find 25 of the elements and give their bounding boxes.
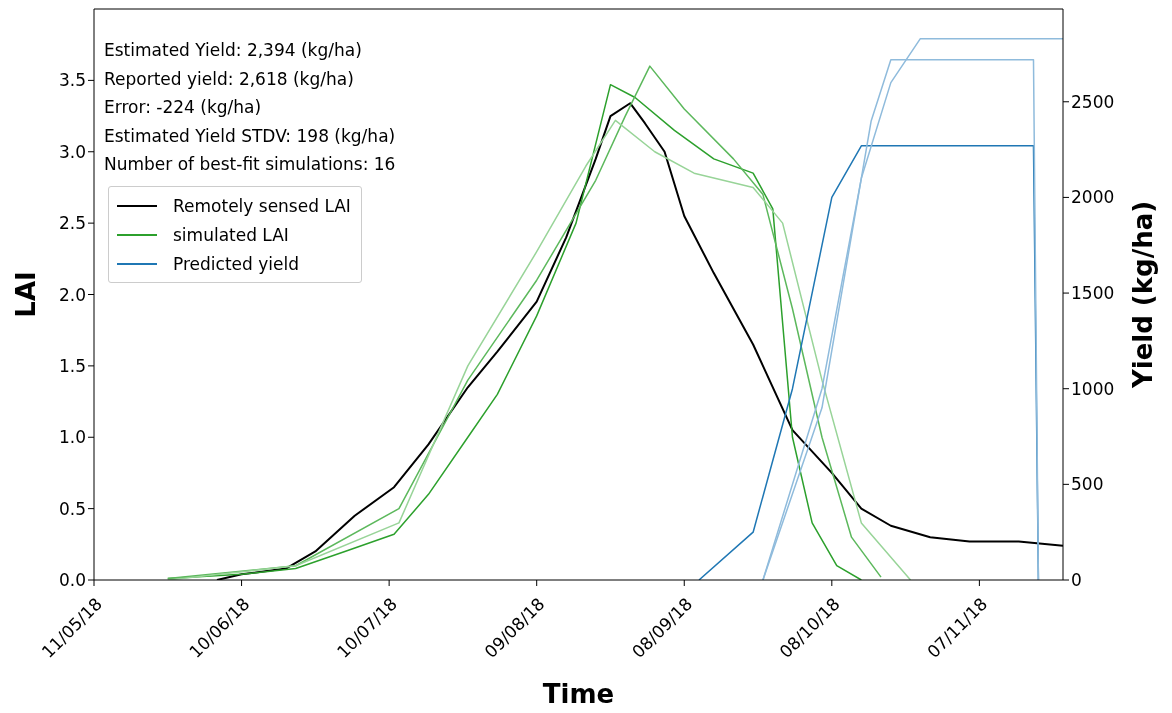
y2-tick-label: 0	[1071, 570, 1082, 591]
annotation: Reported yield: 2,618 (kg/ha)	[104, 67, 355, 91]
y2-tick-label: 500	[1071, 474, 1104, 495]
y-tick-label: 0.5	[58, 498, 86, 519]
y-tick-label: 1.5	[58, 355, 86, 376]
x-axis-title: Time	[542, 679, 615, 709]
y-tick-label: 1.0	[58, 427, 86, 448]
y-tick-label: 3.5	[58, 70, 86, 91]
y2-tick-label: 1000	[1071, 378, 1115, 399]
annotation: Number of best-fit simulations: 16	[104, 153, 396, 176]
legend-label: Predicted yield	[173, 253, 299, 274]
legend-label: simulated LAI	[173, 224, 289, 245]
y-tick-label: 3.0	[58, 141, 86, 162]
annotation: Error: -224 (kg/ha)	[104, 96, 263, 119]
y2-tick-label: 2500	[1071, 91, 1115, 112]
y-tick-label: 2.0	[58, 284, 86, 305]
legend-label: Remotely sensed LAI	[173, 195, 351, 216]
y-tick-label: 0.0	[58, 570, 86, 591]
annotation: Estimated Yield STDV: 198 (kg/ha)	[104, 124, 396, 148]
y2-tick-label: 1500	[1071, 283, 1115, 304]
y2-axis-title: Yield (kg/ha)	[1128, 200, 1159, 390]
y2-tick-label: 2000	[1071, 187, 1115, 208]
y-tick-label: 2.5	[58, 213, 86, 234]
annotation: Estimated Yield: 2,394 (kg/ha)	[104, 39, 363, 62]
y-axis-title: LAI	[11, 271, 42, 318]
